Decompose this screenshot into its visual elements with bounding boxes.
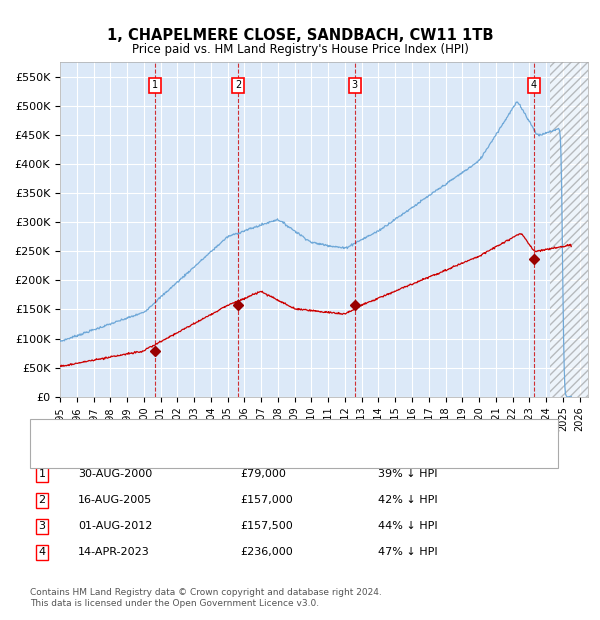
Text: Price paid vs. HM Land Registry's House Price Index (HPI): Price paid vs. HM Land Registry's House … <box>131 43 469 56</box>
Bar <box>550 62 588 397</box>
Text: 1, CHAPELMERE CLOSE, SANDBACH, CW11 1TB: 1, CHAPELMERE CLOSE, SANDBACH, CW11 1TB <box>107 28 493 43</box>
Text: 2: 2 <box>235 81 241 91</box>
Text: £236,000: £236,000 <box>240 547 293 557</box>
Text: 14-APR-2023: 14-APR-2023 <box>78 547 150 557</box>
Text: 1: 1 <box>152 81 158 91</box>
Text: 30-AUG-2000: 30-AUG-2000 <box>78 469 152 479</box>
Text: 1, CHAPELMERE CLOSE, SANDBACH, CW11 1TB (detached house): 1, CHAPELMERE CLOSE, SANDBACH, CW11 1TB … <box>72 428 413 438</box>
Text: Contains HM Land Registry data © Crown copyright and database right 2024.
This d: Contains HM Land Registry data © Crown c… <box>30 588 382 608</box>
Text: 4: 4 <box>38 547 46 557</box>
Text: 44% ↓ HPI: 44% ↓ HPI <box>378 521 437 531</box>
Text: 42% ↓ HPI: 42% ↓ HPI <box>378 495 437 505</box>
Text: £79,000: £79,000 <box>240 469 286 479</box>
Text: 16-AUG-2005: 16-AUG-2005 <box>78 495 152 505</box>
Bar <box>550 62 588 397</box>
Text: 47% ↓ HPI: 47% ↓ HPI <box>378 547 437 557</box>
Text: 4: 4 <box>531 81 537 91</box>
Text: HPI: Average price, detached house, Cheshire East: HPI: Average price, detached house, Ches… <box>72 450 337 459</box>
Text: 2: 2 <box>38 495 46 505</box>
Text: 39% ↓ HPI: 39% ↓ HPI <box>378 469 437 479</box>
Text: 1: 1 <box>38 469 46 479</box>
Text: 3: 3 <box>352 81 358 91</box>
Text: 01-AUG-2012: 01-AUG-2012 <box>78 521 152 531</box>
Text: £157,000: £157,000 <box>240 495 293 505</box>
Text: £157,500: £157,500 <box>240 521 293 531</box>
Text: 3: 3 <box>38 521 46 531</box>
